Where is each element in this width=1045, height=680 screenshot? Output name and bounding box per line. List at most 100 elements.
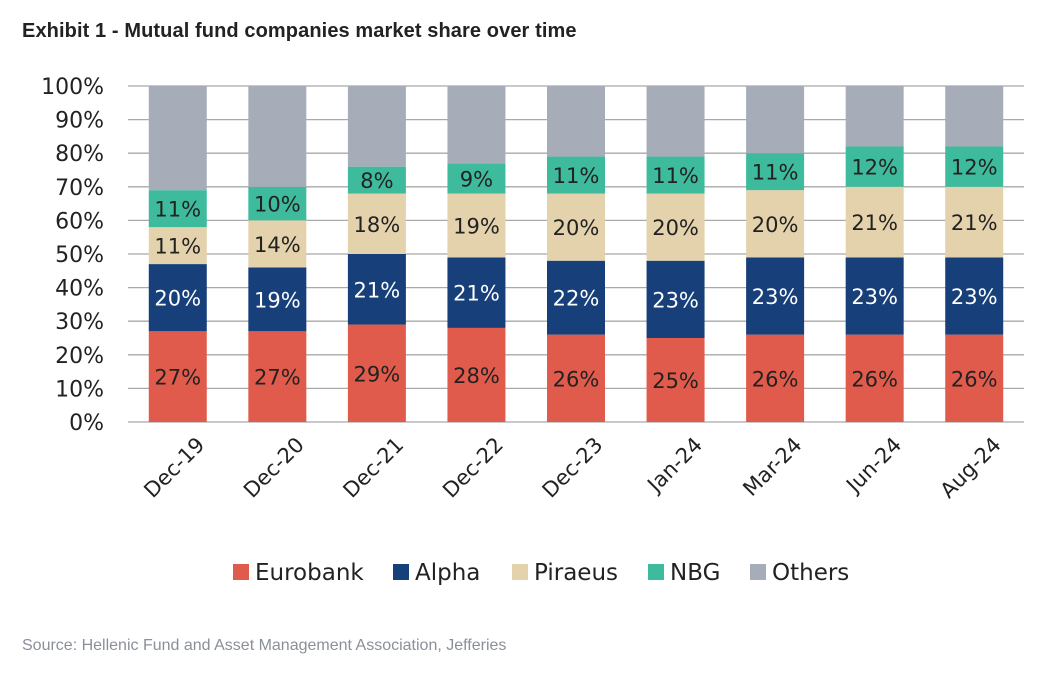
data-label: 23% [851, 285, 898, 309]
bar-segment [248, 86, 307, 187]
legend-label: Eurobank [255, 560, 364, 586]
x-tick-label: Aug-24 [936, 433, 1006, 503]
data-label: 20% [652, 216, 699, 240]
data-label: 22% [553, 287, 600, 311]
bar-segment [845, 86, 904, 147]
bar-segment [248, 267, 307, 332]
data-label: 14% [254, 233, 301, 257]
bar-segment [347, 86, 406, 167]
bar-segment [347, 193, 406, 254]
data-label: 19% [453, 214, 500, 238]
bar-segment [547, 334, 605, 422]
y-tick-label: 20% [55, 344, 104, 369]
bar-segment [646, 338, 705, 422]
data-label: 21% [354, 278, 401, 302]
x-tick-label: Jan-24 [642, 433, 708, 499]
data-label: 27% [254, 366, 301, 390]
legend-label: Others [772, 560, 849, 586]
data-label: 23% [951, 285, 998, 309]
y-tick-label: 70% [55, 176, 104, 201]
bar-segment [547, 260, 605, 335]
bar-segment [347, 324, 406, 422]
data-label: 26% [752, 367, 799, 391]
bar-segment [746, 190, 805, 258]
data-label: 29% [354, 362, 401, 386]
bar-segment [148, 190, 207, 228]
legend-label: Alpha [415, 560, 480, 586]
bar-segment [248, 186, 307, 221]
y-tick-label: 60% [55, 209, 104, 234]
y-tick-label: 90% [55, 109, 104, 134]
bar-segment [547, 156, 605, 194]
bar-segment [945, 146, 1004, 187]
bar-segment [447, 327, 506, 422]
x-tick-label: Dec-21 [338, 433, 408, 503]
data-label: 23% [652, 288, 699, 312]
data-label: 18% [354, 213, 401, 237]
y-tick-label: 100% [41, 75, 104, 100]
y-tick-label: 40% [55, 277, 104, 302]
bar-segment [845, 257, 904, 335]
y-tick-label: 50% [55, 243, 104, 268]
legend-swatch [750, 564, 766, 580]
y-tick-label: 0% [69, 411, 104, 436]
bar-segment [746, 153, 805, 191]
bar-segment [148, 264, 207, 332]
y-tick-label: 80% [55, 142, 104, 167]
bar-segment [447, 86, 506, 164]
data-label: 21% [851, 211, 898, 235]
bar-segment [646, 260, 705, 338]
legend-label: Piraeus [534, 560, 618, 586]
bar-segment [248, 220, 307, 268]
data-label: 28% [453, 364, 500, 388]
bar-segment [447, 193, 506, 258]
source-note: Source: Hellenic Fund and Asset Manageme… [22, 637, 507, 654]
data-label: 19% [254, 288, 301, 312]
bar-segment [547, 193, 605, 261]
bar-segment [447, 163, 506, 194]
bar-segment [845, 186, 904, 258]
data-label: 20% [752, 213, 799, 237]
data-label: 20% [154, 287, 201, 311]
bar-segment [746, 86, 805, 154]
legend-swatch [233, 564, 249, 580]
data-label: 12% [951, 156, 998, 180]
bar-segment [447, 257, 506, 328]
bar-segment [148, 227, 207, 265]
bar-segment [945, 334, 1004, 422]
data-label: 27% [154, 366, 201, 390]
bar-segment [148, 86, 207, 191]
data-label: 25% [652, 369, 699, 393]
bar-segment [547, 86, 605, 157]
data-label: 23% [752, 285, 799, 309]
legend-swatch [393, 564, 409, 580]
bar-segment [945, 86, 1004, 147]
bar-segment [646, 156, 705, 194]
bar-segment [746, 257, 805, 335]
x-tick-label: Dec-23 [538, 433, 608, 503]
x-tick-label: Jun-24 [840, 433, 906, 499]
y-tick-label: 30% [55, 310, 104, 335]
data-label: 8% [360, 169, 393, 193]
x-tick-label: Mar-24 [738, 433, 806, 501]
bar-segment [347, 254, 406, 325]
bar-segment [845, 334, 904, 422]
bar-segment [945, 257, 1004, 335]
bar-segment [646, 86, 705, 157]
x-tick-label: Dec-19 [139, 433, 209, 503]
bar-segment [746, 334, 805, 422]
legend-swatch [648, 564, 664, 580]
data-label: 26% [553, 367, 600, 391]
data-label: 11% [652, 164, 699, 188]
bar-segment [248, 331, 307, 422]
x-tick-label: Dec-20 [239, 433, 309, 503]
data-label: 21% [453, 282, 500, 306]
legend-label: NBG [670, 560, 720, 586]
data-label: 11% [154, 198, 201, 222]
bar-segment [347, 166, 406, 194]
legend-swatch [512, 564, 528, 580]
data-label: 20% [553, 216, 600, 240]
data-label: 21% [951, 211, 998, 235]
data-label: 11% [553, 164, 600, 188]
